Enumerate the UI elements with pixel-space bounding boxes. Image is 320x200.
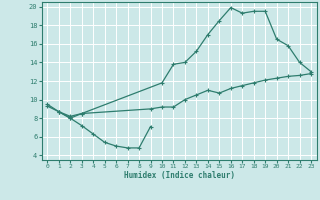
- X-axis label: Humidex (Indice chaleur): Humidex (Indice chaleur): [124, 171, 235, 180]
